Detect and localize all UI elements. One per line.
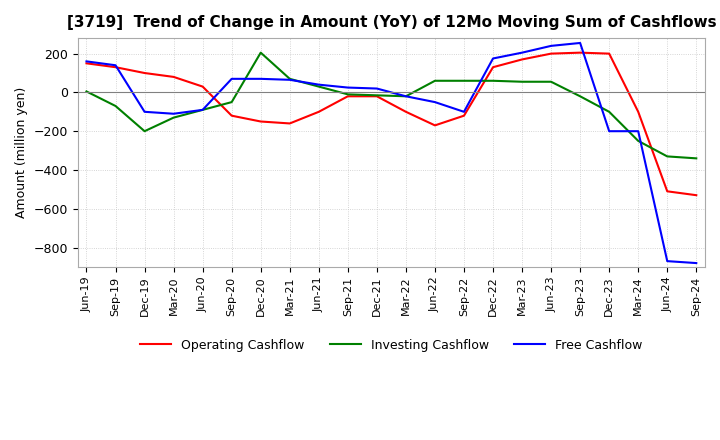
Investing Cashflow bbox=[431, 78, 439, 84]
Investing Cashflow bbox=[518, 79, 526, 84]
Investing Cashflow bbox=[111, 103, 120, 109]
Free Cashflow bbox=[546, 43, 555, 48]
Investing Cashflow bbox=[140, 128, 149, 134]
Free Cashflow bbox=[140, 109, 149, 114]
Free Cashflow bbox=[489, 56, 498, 61]
Free Cashflow bbox=[431, 99, 439, 105]
Line: Operating Cashflow: Operating Cashflow bbox=[86, 53, 696, 195]
Free Cashflow bbox=[518, 50, 526, 55]
Free Cashflow bbox=[169, 111, 178, 117]
Investing Cashflow bbox=[576, 94, 585, 99]
Operating Cashflow bbox=[343, 94, 352, 99]
Investing Cashflow bbox=[605, 109, 613, 114]
Operating Cashflow bbox=[402, 109, 410, 114]
Free Cashflow bbox=[285, 77, 294, 82]
Operating Cashflow bbox=[285, 121, 294, 126]
Operating Cashflow bbox=[663, 189, 672, 194]
Operating Cashflow bbox=[518, 57, 526, 62]
Free Cashflow bbox=[459, 109, 468, 114]
Investing Cashflow bbox=[228, 99, 236, 105]
Free Cashflow bbox=[663, 258, 672, 264]
Operating Cashflow bbox=[489, 65, 498, 70]
Free Cashflow bbox=[372, 86, 381, 91]
Operating Cashflow bbox=[315, 109, 323, 114]
Investing Cashflow bbox=[315, 84, 323, 89]
Operating Cashflow bbox=[372, 94, 381, 99]
Operating Cashflow bbox=[140, 70, 149, 76]
Investing Cashflow bbox=[634, 138, 642, 143]
Operating Cashflow bbox=[605, 51, 613, 56]
Investing Cashflow bbox=[372, 93, 381, 98]
Line: Free Cashflow: Free Cashflow bbox=[86, 43, 696, 263]
Legend: Operating Cashflow, Investing Cashflow, Free Cashflow: Operating Cashflow, Investing Cashflow, … bbox=[135, 334, 648, 357]
Operating Cashflow bbox=[169, 74, 178, 80]
Operating Cashflow bbox=[228, 113, 236, 118]
Operating Cashflow bbox=[256, 119, 265, 124]
Operating Cashflow bbox=[431, 123, 439, 128]
Investing Cashflow bbox=[692, 156, 701, 161]
Investing Cashflow bbox=[169, 115, 178, 120]
Investing Cashflow bbox=[198, 107, 207, 113]
Line: Investing Cashflow: Investing Cashflow bbox=[86, 53, 696, 158]
Free Cashflow bbox=[402, 94, 410, 99]
Free Cashflow bbox=[634, 128, 642, 134]
Operating Cashflow bbox=[198, 84, 207, 89]
Investing Cashflow bbox=[82, 89, 91, 94]
Investing Cashflow bbox=[256, 50, 265, 55]
Operating Cashflow bbox=[111, 65, 120, 70]
Operating Cashflow bbox=[634, 109, 642, 114]
Free Cashflow bbox=[256, 76, 265, 81]
Free Cashflow bbox=[111, 62, 120, 68]
Free Cashflow bbox=[315, 82, 323, 87]
Free Cashflow bbox=[605, 128, 613, 134]
Operating Cashflow bbox=[692, 193, 701, 198]
Operating Cashflow bbox=[459, 113, 468, 118]
Operating Cashflow bbox=[82, 61, 91, 66]
Investing Cashflow bbox=[343, 92, 352, 97]
Investing Cashflow bbox=[489, 78, 498, 84]
Title: [3719]  Trend of Change in Amount (YoY) of 12Mo Moving Sum of Cashflows: [3719] Trend of Change in Amount (YoY) o… bbox=[66, 15, 716, 30]
Free Cashflow bbox=[82, 59, 91, 64]
Free Cashflow bbox=[228, 76, 236, 81]
Investing Cashflow bbox=[285, 76, 294, 81]
Y-axis label: Amount (million yen): Amount (million yen) bbox=[15, 87, 28, 218]
Operating Cashflow bbox=[576, 50, 585, 55]
Investing Cashflow bbox=[459, 78, 468, 84]
Investing Cashflow bbox=[663, 154, 672, 159]
Free Cashflow bbox=[692, 260, 701, 266]
Free Cashflow bbox=[198, 107, 207, 113]
Free Cashflow bbox=[576, 40, 585, 46]
Investing Cashflow bbox=[546, 79, 555, 84]
Investing Cashflow bbox=[402, 94, 410, 99]
Operating Cashflow bbox=[546, 51, 555, 56]
Free Cashflow bbox=[343, 85, 352, 90]
